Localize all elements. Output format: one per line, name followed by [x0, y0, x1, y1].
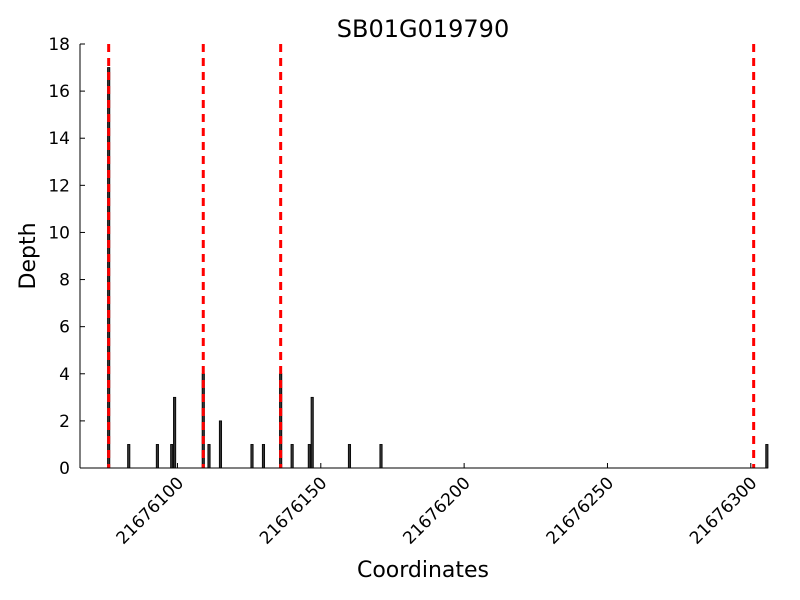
chart-title: SB01G019790: [337, 15, 509, 43]
y-tick-label: 12: [48, 176, 70, 196]
x-tick-label: 21676200: [399, 473, 474, 548]
depth-bar: [347, 444, 352, 469]
x-axis-label: Coordinates: [357, 558, 489, 583]
exon-boundaries: [107, 44, 756, 468]
axes: [79, 44, 768, 469]
depth-bar: [107, 67, 111, 469]
x-tick-label: 21676150: [256, 473, 331, 548]
bars-layer: [107, 67, 769, 469]
y-tick-label: 4: [59, 365, 70, 385]
y-tick-label: 10: [48, 223, 70, 243]
depth-bar: [155, 444, 159, 469]
depth-bar: [127, 444, 131, 469]
y-tick-label: 18: [48, 35, 70, 55]
y-ticks: 0 2 4 6 8 10 12 14 16 18: [48, 35, 85, 479]
depth-bar: [173, 396, 177, 469]
y-tick-label: 14: [48, 129, 70, 149]
depth-bar: [170, 444, 174, 469]
depth-bar: [765, 444, 769, 469]
depth-bar: [310, 396, 314, 469]
depth-bar: [218, 420, 223, 469]
x-tick-label: 21676300: [686, 473, 761, 548]
depth-bar: [307, 444, 311, 469]
y-tick-label: 6: [59, 318, 70, 338]
depth-bar: [290, 444, 294, 469]
y-tick-label: 2: [59, 412, 70, 432]
x-tick-label: 21676100: [113, 473, 188, 548]
x-ticks: 21676100 21676150 21676200 21676250 21676300: [113, 463, 761, 549]
depth-bar: [261, 444, 266, 469]
y-axis-label: Depth: [16, 222, 41, 289]
y-tick-label: 0: [59, 459, 70, 479]
depth-bar: [379, 444, 383, 469]
depth-bar: [207, 444, 211, 469]
y-tick-label: 16: [48, 82, 70, 102]
x-tick-label: 21676250: [543, 473, 618, 548]
y-tick-label: 8: [59, 271, 70, 291]
depth-bar: [250, 444, 254, 469]
